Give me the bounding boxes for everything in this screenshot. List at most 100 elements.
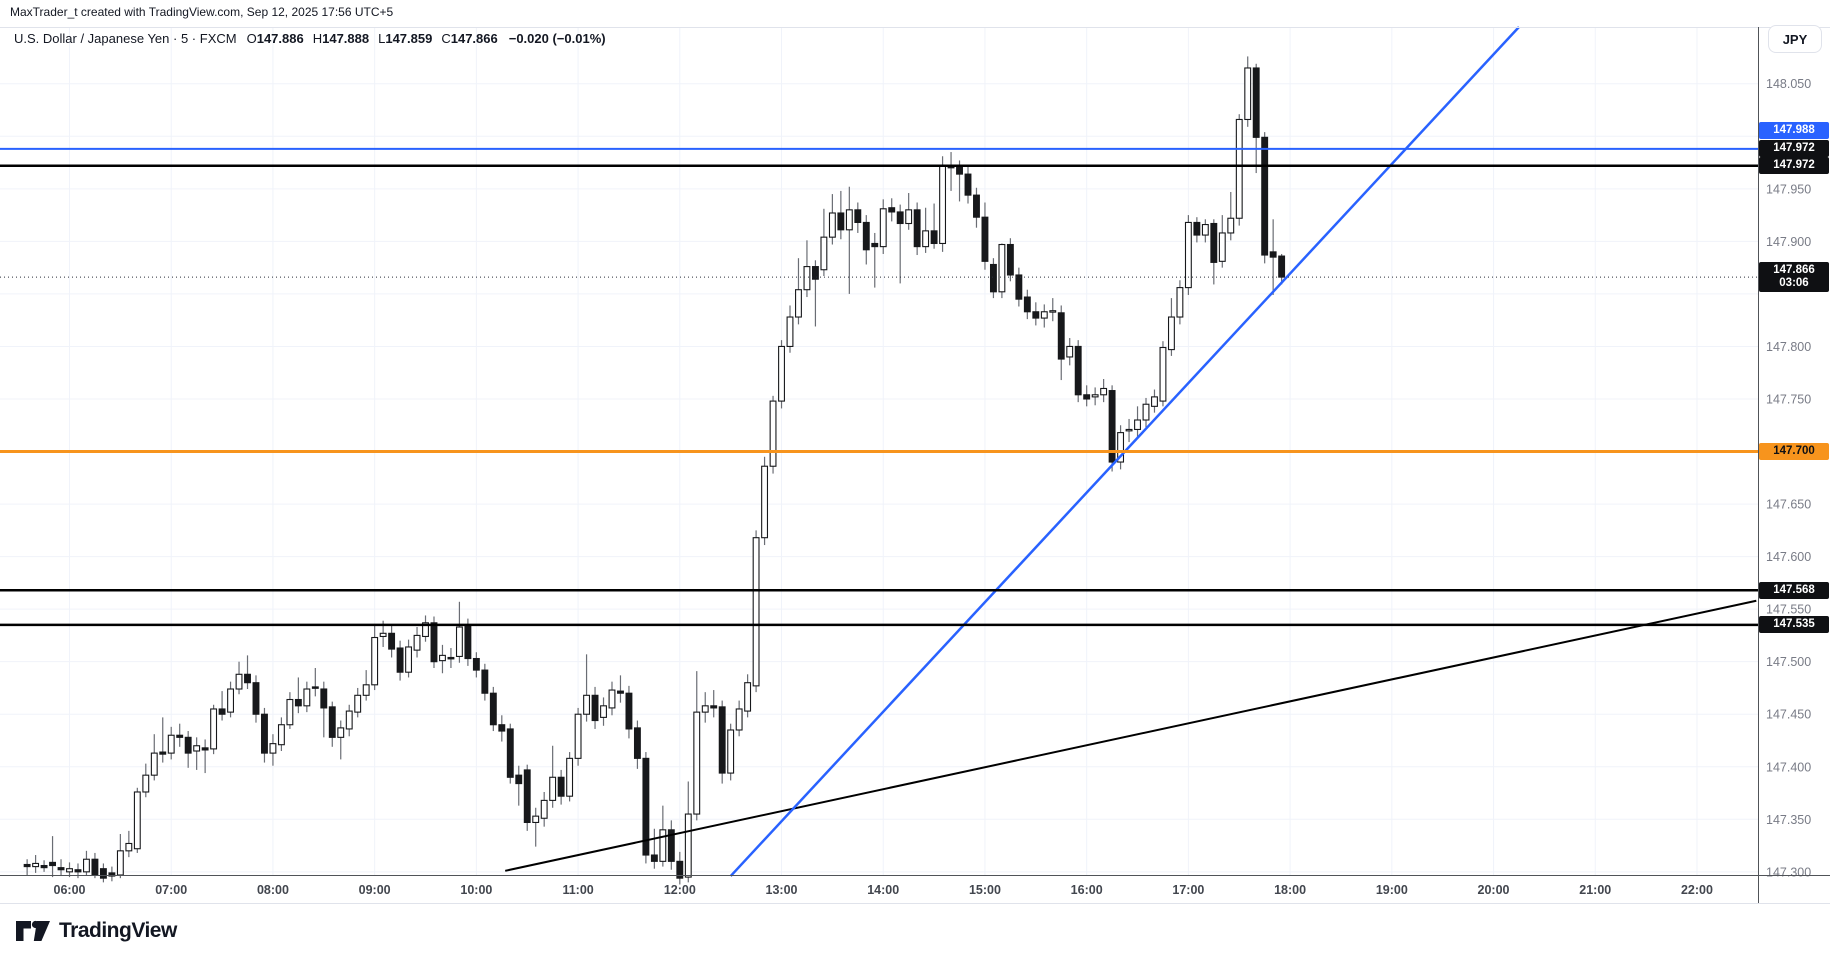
candle [439, 654, 446, 662]
candle [828, 212, 836, 238]
candle [1117, 432, 1125, 463]
chart-top-border [0, 27, 1830, 28]
candle [422, 622, 429, 638]
high-value: 147.888 [322, 31, 370, 46]
badge-countdown: 03:06 [1779, 277, 1809, 290]
candle [600, 705, 607, 718]
candle [40, 864, 48, 869]
candle [337, 727, 345, 738]
time-axis-label: 10:00 [460, 883, 492, 897]
candle [125, 842, 133, 852]
candle [1151, 396, 1158, 407]
candle [735, 708, 743, 731]
time-axis-separator[interactable] [0, 875, 1830, 876]
currency-pill[interactable]: JPY [1768, 25, 1822, 53]
candle [1142, 403, 1150, 421]
candle [269, 743, 277, 754]
candle [210, 708, 218, 750]
candle [464, 625, 472, 660]
candle [227, 688, 235, 713]
time-axis-label: 11:00 [562, 883, 593, 897]
candle [795, 289, 802, 318]
badge-price: 147.972 [1773, 159, 1815, 172]
candle [244, 673, 251, 684]
candle [261, 713, 268, 754]
price-level-badge: 147.972 [1759, 157, 1829, 175]
candle [583, 694, 591, 715]
candle [625, 692, 633, 730]
candle [532, 815, 540, 824]
candle [218, 708, 226, 715]
candle [1049, 310, 1057, 313]
candle [752, 537, 760, 687]
time-axis-label: 15:00 [969, 883, 1001, 897]
candle [23, 863, 31, 868]
candle [888, 207, 896, 213]
badge-price: 147.568 [1773, 583, 1815, 596]
price-level-badge: 147.988 [1759, 122, 1829, 140]
candle [557, 776, 565, 797]
time-axis-label: 12:00 [664, 883, 696, 897]
time-axis-label: 22:00 [1681, 883, 1713, 897]
candle [1057, 312, 1065, 360]
candle [455, 626, 463, 657]
time-axis-label: 07:00 [155, 883, 187, 897]
price-axis-label: 147.400 [1766, 760, 1811, 774]
candle [167, 734, 175, 754]
candle [930, 230, 938, 245]
candle [540, 799, 548, 819]
candle [744, 682, 752, 712]
candle [489, 692, 497, 726]
candle [778, 345, 785, 402]
candle [769, 400, 777, 467]
candle [133, 791, 141, 850]
price-axis-label: 147.950 [1766, 182, 1811, 196]
candle [1074, 345, 1082, 396]
candle [761, 465, 769, 539]
time-axis[interactable]: 06:00 07:00 08:00 09:00 10:00 11:00 12:00 13:00… [54, 883, 1713, 897]
price-axis-label: 147.500 [1766, 655, 1811, 669]
time-axis-label: 13:00 [766, 883, 798, 897]
candle [981, 216, 989, 262]
candle [862, 221, 870, 251]
price-axis-label: 147.750 [1766, 392, 1811, 406]
close-label: C [441, 31, 451, 46]
price-axis-label: 147.600 [1766, 550, 1811, 564]
candle [388, 632, 396, 650]
high-label: H [312, 31, 323, 46]
candle [506, 728, 514, 778]
candle [294, 698, 302, 707]
trend-line[interactable] [504, 599, 1757, 872]
candle [235, 673, 243, 690]
candle [328, 706, 336, 738]
tradingview-logo[interactable]: TradingView [16, 919, 177, 943]
candle [1218, 232, 1226, 262]
candle [277, 724, 285, 746]
candle [642, 757, 650, 856]
candle [320, 688, 328, 709]
candle [1261, 136, 1269, 256]
candle [896, 211, 904, 225]
candle [1091, 394, 1099, 398]
price-axis-label: 147.650 [1766, 498, 1811, 512]
candle [515, 774, 523, 785]
candle [684, 813, 692, 878]
candle [591, 694, 599, 722]
price-axis[interactable]: 148.050 147.950 147.900 147.800 147.750 147.6… [1766, 77, 1811, 879]
candle [710, 705, 718, 709]
candle [659, 829, 667, 862]
candle [49, 861, 57, 867]
candle [32, 862, 40, 868]
price-axis-label: 147.350 [1766, 813, 1811, 827]
chart-legend[interactable]: U.S. Dollar / Japanese Yen · 5 · FXCM O14… [14, 31, 613, 46]
candle [811, 266, 819, 280]
price-axis-separator[interactable] [1758, 27, 1759, 903]
candle [837, 212, 845, 231]
time-axis-label: 17:00 [1172, 883, 1204, 897]
candle [66, 868, 73, 873]
candle [676, 860, 684, 879]
price-level-badge: 147.568 [1759, 581, 1829, 599]
candle [1167, 316, 1175, 351]
candle [99, 868, 107, 879]
